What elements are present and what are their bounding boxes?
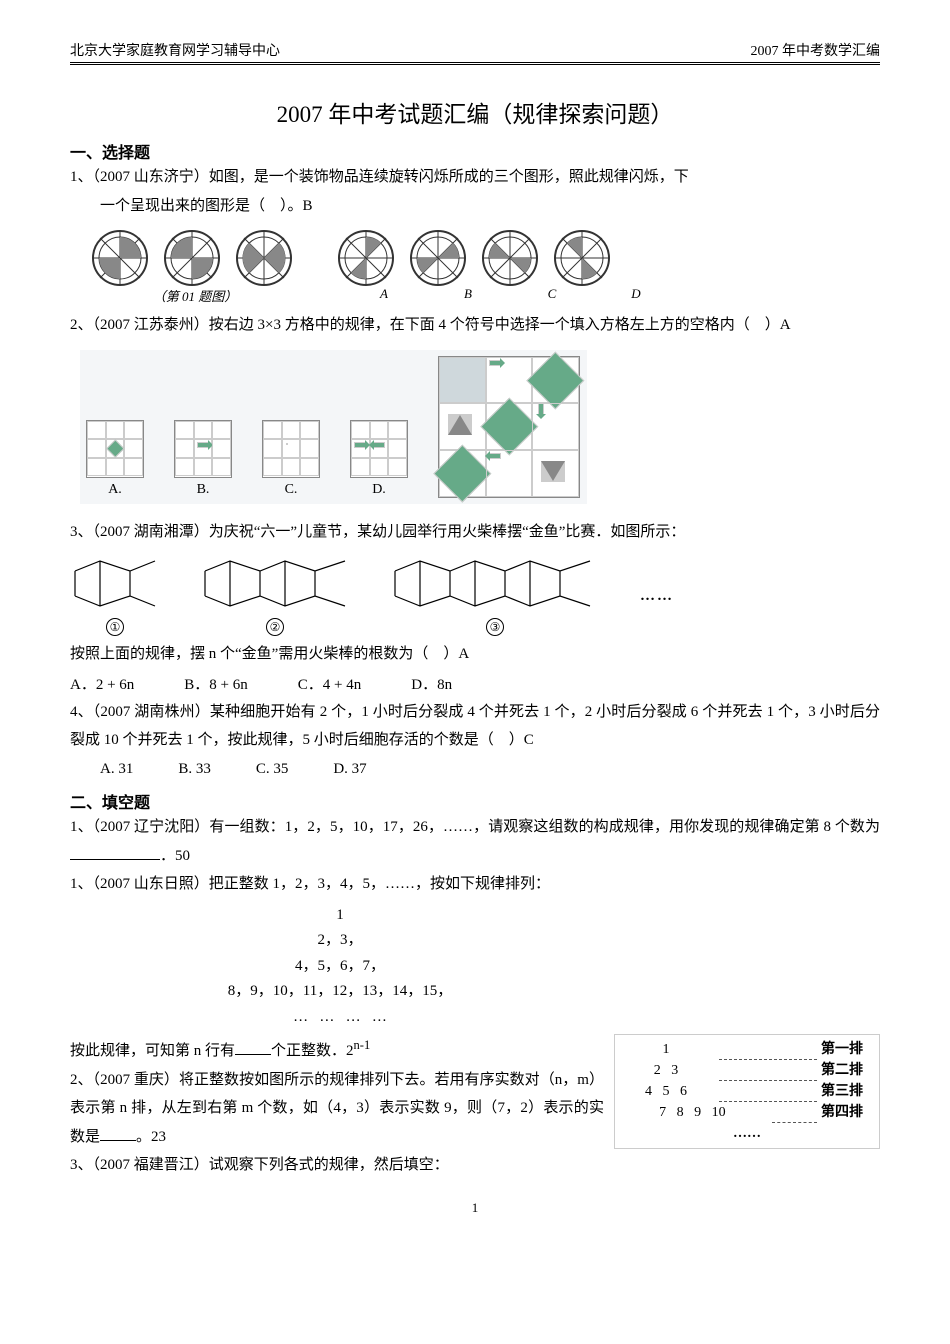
f1b-sup: n-1: [354, 1038, 371, 1052]
q3-optA: A．2 + 6n: [70, 673, 134, 694]
tri-nums: 4 5 6: [617, 1081, 715, 1102]
q3-dots: ……: [640, 588, 674, 605]
q3-num3: ③: [486, 618, 504, 636]
f1b-text: 1、（2007 山东日照）把正整数 1，2，3，4，5，……，按如下规律排列：: [70, 870, 880, 899]
blank: [70, 844, 160, 860]
q3-options: A．2 + 6n B．8 + 6n C．4 + 4n D．8n: [70, 673, 880, 694]
q1-label-b: B: [438, 286, 498, 305]
q4-options: A. 31 B. 33 C. 35 D. 37: [70, 755, 880, 784]
pyr-row: … … … …: [210, 1005, 470, 1031]
blank: [235, 1039, 271, 1055]
fish-icon: [390, 556, 600, 611]
blank: [100, 1125, 136, 1141]
q2-label-c: C.: [262, 482, 320, 498]
number-triangle-figure: 1 第一排 2 3 第二排 4 5 6 第三排 7 8 9 10 第四排 ……: [614, 1034, 880, 1149]
fish-icon: [200, 556, 350, 611]
q3-optC: C．4 + 4n: [298, 673, 361, 694]
tri-label: 第二排: [821, 1060, 877, 1081]
page-number: 1: [70, 1200, 880, 1216]
q1-fig-caption: （第 01 题图）: [90, 286, 300, 305]
q2-label-d: D.: [350, 482, 408, 498]
q2-text: 2、（2007 江苏泰州）按右边 3×3 方格中的规律，在下面 4 个符号中选择…: [70, 311, 880, 340]
wheel-icon: [480, 228, 540, 288]
f1-text-span: 1、（2007 辽宁沈阳）有一组数：1，2，5，10，17，26，……，请观察这…: [70, 819, 880, 835]
q3-fish-row: ① ② ③ ……: [70, 556, 880, 636]
f1-text: 1、（2007 辽宁沈阳）有一组数：1，2，5，10，17，26，……，请观察这…: [70, 813, 880, 870]
wheel-icon: [336, 228, 396, 288]
q3-optB: B．8 + 6n: [184, 673, 247, 694]
q2-figure-row: A. B. C. D.: [80, 350, 587, 504]
wheel-icon: [162, 228, 222, 288]
tri-label: 第三排: [821, 1081, 877, 1102]
q3-optD: D．8n: [411, 673, 452, 694]
q3-text1: 3、（2007 湖南湘潭）为庆祝“六一”儿童节，某幼儿园举行用火柴棒摆“金鱼”比…: [70, 518, 880, 547]
f3-text: 3、（2007 福建晋江）试观察下列各式的规律，然后填空：: [70, 1151, 880, 1180]
q3-text2: 按照上面的规律，摆 n 个“金鱼”需用火柴棒的根数为（ ）A: [70, 640, 880, 669]
tri-dots: ……: [617, 1123, 877, 1144]
pyr-row: 1: [210, 903, 470, 929]
wheel-icon: [552, 228, 612, 288]
q1-label-d: D: [606, 286, 666, 305]
section-2-head: 二、填空题: [70, 789, 880, 813]
q1-captions: （第 01 题图） A B C D: [90, 286, 880, 305]
section-1-head: 一、选择题: [70, 139, 880, 163]
f1b-text2a: 按此规律，可知第 n 行有: [70, 1043, 235, 1059]
wheel-icon: [90, 228, 150, 288]
q3-num1: ①: [106, 618, 124, 636]
q3-num2: ②: [266, 618, 284, 636]
fish-icon: [70, 556, 160, 611]
q1-line1: 1、（2007 山东济宁）如图，是一个装饰物品连续旋转闪烁所成的三个图形，照此规…: [70, 163, 880, 192]
f2-text: 2、（2007 重庆）将正整数按如图所示的规律排列下去。若用有序实数对（n，m）…: [70, 1066, 604, 1152]
q1-figure-row: [90, 228, 880, 288]
q2-label-b: B.: [174, 482, 232, 498]
q2-label-a: A.: [86, 482, 144, 498]
header-right: 2007 年中考数学汇编: [751, 40, 881, 60]
pyr-row: 2，3，: [210, 928, 470, 954]
wheel-icon: [408, 228, 468, 288]
f1-ans: ．50: [160, 848, 190, 864]
q1-label-c: C: [522, 286, 582, 305]
q1-label-a: A: [354, 286, 414, 305]
tri-label: 第四排: [821, 1102, 877, 1123]
header-left: 北京大学家庭教育网学习辅导中心: [70, 40, 280, 60]
doc-title: 2007 年中考试题汇编（规律探索问题）: [70, 95, 880, 129]
wheel-icon: [234, 228, 294, 288]
q1-line2: 一个呈现出来的图形是（ ）。B: [70, 192, 880, 221]
tri-nums: 2 3: [617, 1060, 715, 1081]
q4-text: 4、（2007 湖南株州）某种细胞开始有 2 个，1 小时后分裂成 4 个并死去…: [70, 698, 880, 755]
f1b-text2: 按此规律，可知第 n 行有 个正整数．2n-1: [70, 1034, 604, 1066]
tri-label: 第一排: [821, 1039, 877, 1060]
integer-pyramid: 1 2，3， 4，5，6，7， 8，9，10，11，12，13，14，15， ……: [210, 903, 880, 1031]
pyr-row: 4，5，6，7，: [210, 954, 470, 980]
tri-nums: 1: [617, 1039, 715, 1060]
f2-ans: 。23: [136, 1129, 166, 1145]
tri-nums: 7 8 9 10: [617, 1102, 768, 1123]
f1b-text2b: 个正整数．2: [271, 1043, 354, 1059]
pyr-row: 8，9，10，11，12，13，14，15，: [210, 979, 470, 1005]
